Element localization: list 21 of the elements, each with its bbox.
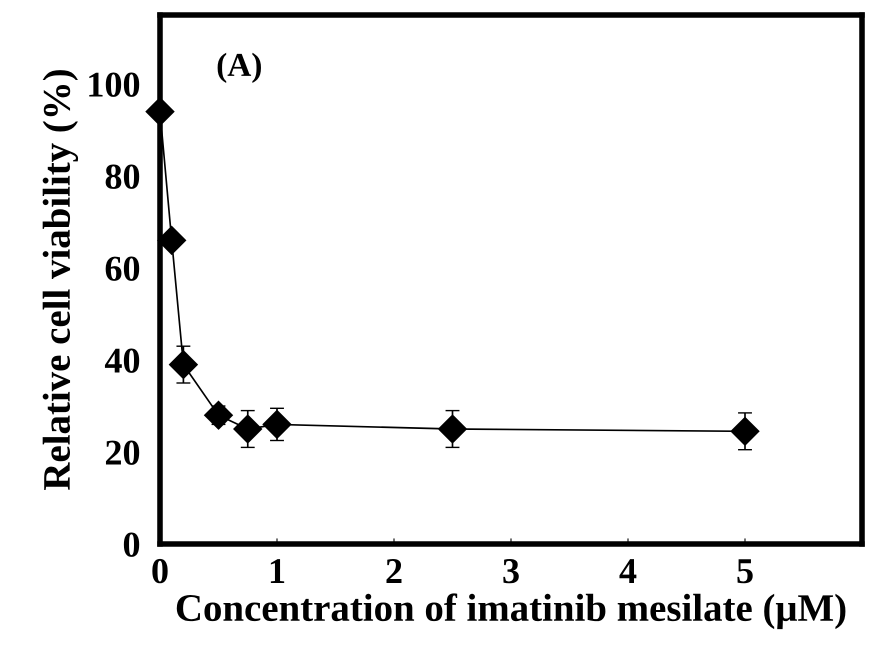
x-tick-label: 1 bbox=[270, 559, 284, 583]
x-tick-label: 0 bbox=[152, 558, 168, 584]
x-tick-label: 2 bbox=[386, 559, 402, 583]
point bbox=[262, 410, 292, 439]
x-tick-label: 3 bbox=[503, 559, 519, 584]
x-tick-label: 4 bbox=[619, 559, 636, 583]
y-axis-title: Relative cell viability (%) bbox=[42, 70, 78, 490]
y-tick-label: 40 bbox=[104, 348, 140, 373]
y-tick-label: 20 bbox=[106, 440, 140, 465]
point bbox=[438, 414, 467, 444]
point bbox=[233, 414, 262, 444]
point bbox=[730, 416, 760, 446]
y-tick-label: 100 bbox=[89, 72, 140, 97]
point bbox=[157, 226, 186, 255]
x-tick-label: 5 bbox=[737, 559, 753, 584]
y-tick-label: 0 bbox=[124, 532, 140, 557]
annotation: (A) bbox=[218, 52, 261, 84]
x-axis-title: Concentration of imatinib mesilate (μM) bbox=[176, 593, 846, 630]
point bbox=[168, 350, 198, 380]
y-tick-label: 60 bbox=[106, 256, 140, 281]
y-tick-label: 80 bbox=[106, 164, 140, 189]
